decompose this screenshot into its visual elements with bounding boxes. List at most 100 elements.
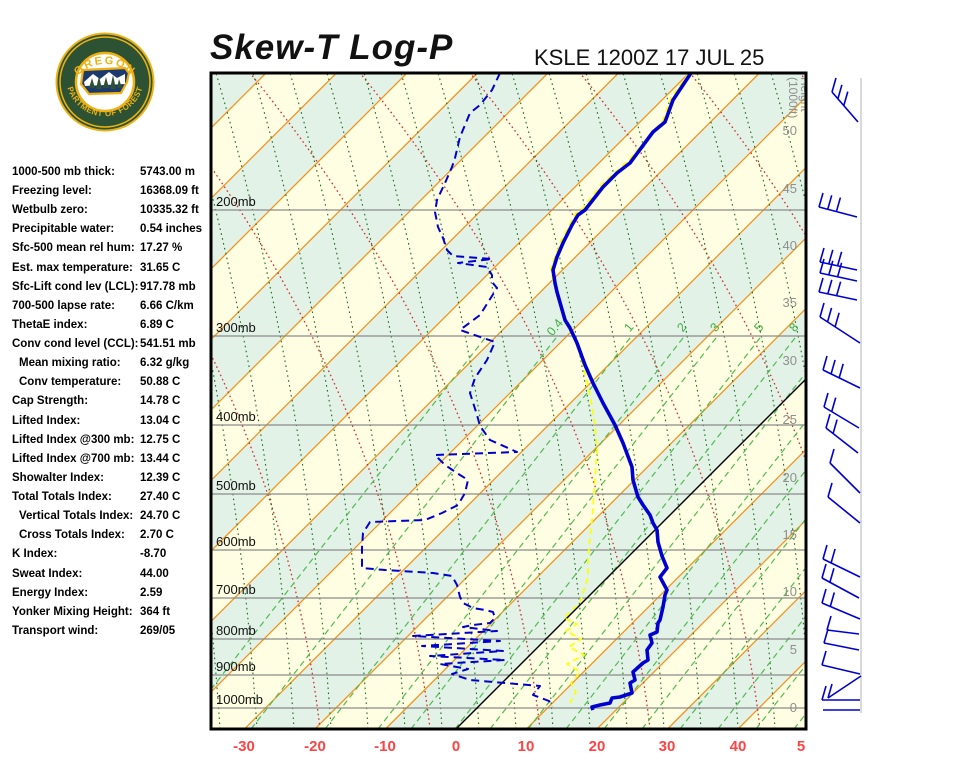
stat-label: Sfc-500 mean rel hum: xyxy=(12,242,135,255)
stat-value: 6.66 C/km xyxy=(140,299,194,312)
stat-value: 44.00 xyxy=(140,567,169,580)
svg-text:35: 35 xyxy=(783,295,797,310)
svg-text:700mb: 700mb xyxy=(216,582,256,597)
svg-text:900mb: 900mb xyxy=(216,659,256,674)
stat-value: 0.54 inches xyxy=(140,223,203,236)
svg-text:1000mb: 1000mb xyxy=(216,692,263,707)
svg-text:50: 50 xyxy=(783,123,797,138)
wind-barb xyxy=(827,675,862,699)
stat-label: Mean mixing ratio: xyxy=(19,357,121,370)
stat-label: Lifted Index @300 mb: xyxy=(12,433,135,446)
wind-barb xyxy=(818,192,858,218)
svg-text:10: 10 xyxy=(783,584,797,599)
pressure-labels: 200mb 300mb 400mb 500mb 600mb 700mb 800mb 900mb… xyxy=(216,194,263,707)
chart-border xyxy=(209,71,808,731)
zero-isotherm xyxy=(455,378,806,729)
station-datetime: KSLE 1200Z 17 JUL 25 xyxy=(534,45,765,70)
wind-barb xyxy=(823,628,860,651)
stat-value: 16368.09 ft xyxy=(140,185,199,198)
stat-value: 2.70 C xyxy=(140,529,174,542)
stat-value: 10335.32 ft xyxy=(140,204,199,217)
wind-barb xyxy=(821,650,861,675)
stat-label: ThetaE index: xyxy=(12,318,88,331)
moist-adiabats xyxy=(211,73,806,729)
wind-barb xyxy=(819,258,858,282)
stat-value: 6.89 C xyxy=(140,318,174,331)
wind-barb xyxy=(825,413,859,454)
stat-label: Conv temperature: xyxy=(19,376,122,389)
stat-label: Wetbulb zero: xyxy=(12,204,88,217)
wind-barb xyxy=(827,482,861,524)
svg-text:-10: -10 xyxy=(374,738,396,755)
svg-text:800mb: 800mb xyxy=(216,623,256,638)
stat-label: Cross Totals Index: xyxy=(19,529,125,542)
stat-label: K Index: xyxy=(12,548,58,561)
wind-barb xyxy=(819,247,858,271)
stat-value: 13.44 C xyxy=(140,452,181,465)
svg-text:40: 40 xyxy=(730,738,747,755)
wind-barb xyxy=(821,563,860,599)
svg-text:30: 30 xyxy=(783,353,797,368)
stat-value: 27.40 C xyxy=(140,491,181,504)
stat-label: Transport wind: xyxy=(12,624,99,637)
svg-text:15: 15 xyxy=(783,527,797,542)
stat-value: 50.88 C xyxy=(140,376,181,389)
chart-plot-area: 0.4 1 2 3 5 8200mb300mb400mb500mb600mb700mb80… xyxy=(211,73,812,729)
stat-label: Precipitable water: xyxy=(12,223,115,236)
stat-label: Sweat Index: xyxy=(12,567,83,580)
x-axis-labels: -30 -20 -10 0 10 20 30 40 5 xyxy=(233,738,805,755)
svg-text:0: 0 xyxy=(790,700,797,715)
svg-text:5: 5 xyxy=(797,738,805,755)
svg-text:20: 20 xyxy=(589,738,606,755)
stat-label: Energy Index: xyxy=(12,586,89,599)
wind-barbs xyxy=(818,77,862,711)
odf-logo: OREGON DEPARTMENT OF FORESTRY xyxy=(55,32,155,132)
stat-label: Freezing level: xyxy=(12,185,92,198)
svg-text:0: 0 xyxy=(452,738,460,755)
stat-label: Lifted Index: xyxy=(12,414,81,427)
stat-label: Total Totals Index: xyxy=(12,491,112,504)
wind-barb xyxy=(821,588,861,620)
wind-barb xyxy=(823,392,860,429)
svg-text:40: 40 xyxy=(783,238,797,253)
logo-state-emblem xyxy=(79,66,131,96)
svg-text:200mb: 200mb xyxy=(216,194,256,209)
pressure-lines xyxy=(211,209,806,709)
stat-label: Conv cond level (CCL): xyxy=(12,338,139,351)
svg-text:30: 30 xyxy=(659,738,676,755)
wind-barb xyxy=(819,302,861,344)
wind-barb xyxy=(822,544,861,578)
wind-barb xyxy=(826,615,860,635)
wind-barb xyxy=(822,355,861,389)
wind-barb xyxy=(831,77,859,123)
stat-label: Lifted Index @700 mb: xyxy=(12,452,135,465)
stat-value: 2.59 xyxy=(140,586,163,599)
temperature-trace xyxy=(551,73,693,711)
stat-value: 13.04 C xyxy=(140,414,181,427)
page-title: Skew-T Log-P xyxy=(210,28,454,67)
height-axis-title: Height xyxy=(798,77,812,112)
stat-value: 269/05 xyxy=(140,624,176,637)
wind-barb xyxy=(829,448,861,494)
wind-barb xyxy=(818,277,858,301)
stat-label: 1000-500 mb thick: xyxy=(12,166,115,178)
stat-value: 12.39 C xyxy=(140,471,181,484)
stat-label: 700-500 lapse rate: xyxy=(12,299,115,312)
stat-value: 31.65 C xyxy=(140,261,181,274)
svg-text:300mb: 300mb xyxy=(216,320,256,335)
svg-text:25: 25 xyxy=(783,412,797,427)
stat-value: 14.78 C xyxy=(140,395,181,408)
stat-value: -8.70 xyxy=(140,548,167,561)
isotherms xyxy=(211,73,806,729)
svg-text:400mb: 400mb xyxy=(216,409,256,424)
stat-label: Yonker Mixing Height: xyxy=(12,605,133,618)
svg-text:600mb: 600mb xyxy=(216,534,256,549)
height-axis-units: (1000ft) xyxy=(786,77,800,118)
stat-label: Est. max temperature: xyxy=(12,261,133,274)
stat-value: 17.27 % xyxy=(140,242,183,255)
dewpoint-trace xyxy=(361,73,553,708)
stat-value: 6.32 g/kg xyxy=(140,357,190,370)
